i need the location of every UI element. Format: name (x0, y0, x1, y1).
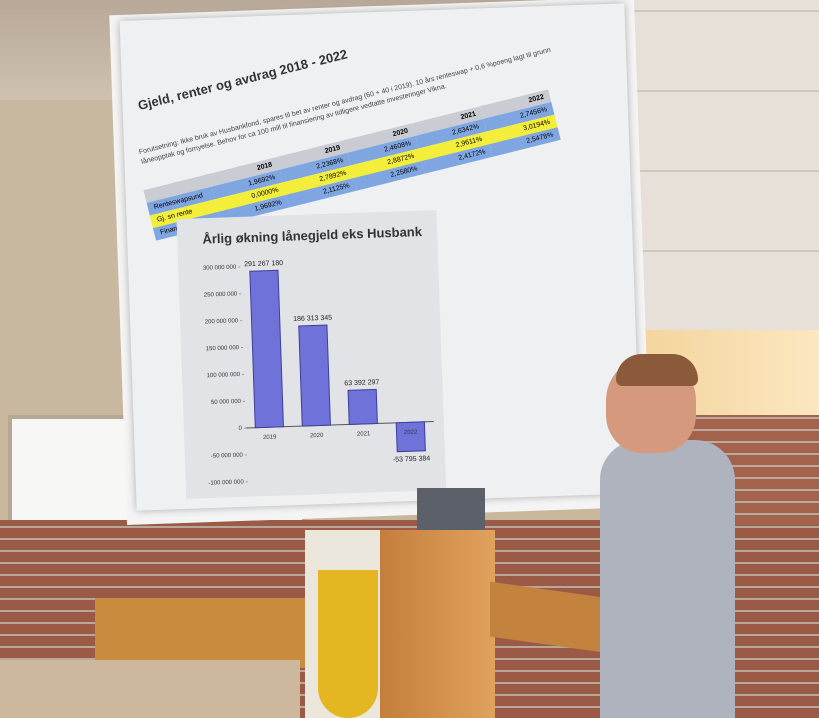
chart: Årlig økning lånegjeld eks Husbank -100 … (177, 210, 447, 499)
value-label: 291 267 180 (244, 260, 283, 268)
piano (95, 598, 310, 668)
x-tick-label: 2020 (310, 433, 324, 439)
bar (396, 422, 425, 452)
x-tick-label: 2022 (404, 430, 418, 436)
lectern (380, 530, 495, 718)
bar (250, 270, 284, 427)
x-tick-label: 2019 (263, 435, 277, 441)
y-tick-label: -100 000 000 (208, 479, 244, 486)
crest (318, 570, 378, 718)
y-tick-label: 150 000 000 (206, 345, 240, 352)
bar (299, 325, 331, 426)
y-tick-label: -50 000 000 (211, 453, 244, 460)
x-tick-label: 2021 (357, 431, 371, 437)
speaker-body (600, 440, 735, 718)
y-tick-label: 200 000 000 (205, 318, 239, 325)
slide: Gjeld, renter og avdrag 2018 - 2022 Foru… (120, 3, 642, 510)
photo: Gjeld, renter og avdrag 2018 - 2022 Foru… (0, 0, 819, 718)
speaker-hair (616, 354, 698, 386)
y-tick-label: 100 000 000 (207, 372, 241, 379)
laptop (417, 488, 485, 530)
y-tick-label: 250 000 000 (204, 291, 238, 298)
y-tick-label: 0 (238, 426, 242, 432)
bar (348, 389, 377, 424)
chart-title: Årlig økning lånegjeld eks Husbank (202, 224, 423, 247)
ceiling-tiles (630, 0, 819, 330)
y-tick-label: 50 000 000 (211, 399, 242, 406)
value-label: 186 313 345 (293, 315, 332, 323)
y-tick-label: 300 000 000 (203, 265, 237, 272)
table-desk (0, 660, 300, 718)
value-label: 63 392 297 (344, 379, 379, 387)
value-label: -53 795 384 (393, 455, 431, 463)
